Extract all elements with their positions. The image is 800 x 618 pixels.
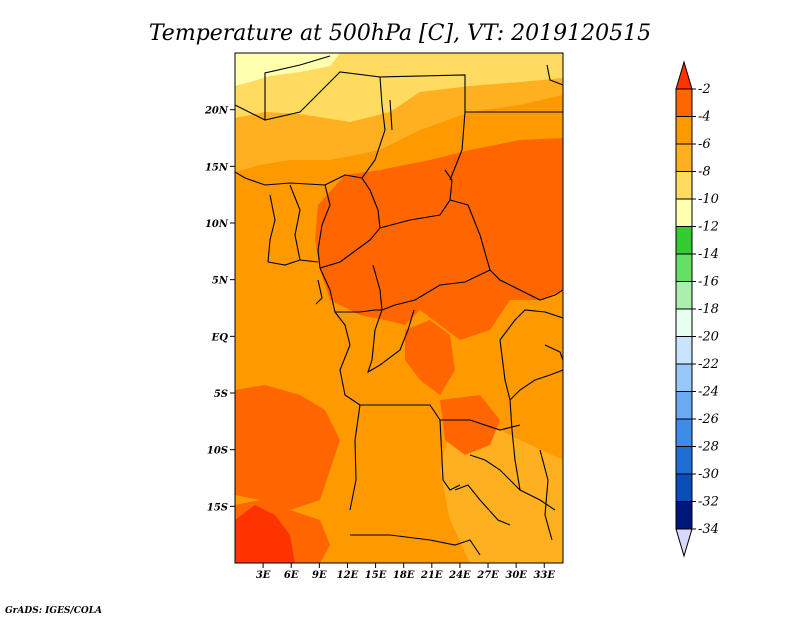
colorbar-box <box>675 143 693 172</box>
colorbar-box <box>675 391 693 420</box>
colorbar-label: -20 <box>698 330 719 345</box>
colorbar-label: -22 <box>698 357 719 372</box>
colorbar-box <box>675 501 693 530</box>
colorbar-label: -34 <box>698 522 719 537</box>
colorbar-box <box>675 336 693 365</box>
lat-label: 15S <box>207 502 228 513</box>
colorbar-box <box>675 253 693 282</box>
colorbar-label: -18 <box>698 302 719 317</box>
lat-label: 10N <box>205 219 229 230</box>
lon-label: 24E <box>448 570 471 581</box>
lat-label: 5N <box>212 276 229 287</box>
lon-label: 12E <box>337 570 359 581</box>
field-hot-southeast <box>440 395 500 455</box>
grads-credit: GrADS: IGES/COLA <box>5 606 102 616</box>
temperature-map <box>235 53 563 563</box>
colorbar-label: -4 <box>698 110 711 125</box>
colorbar-top-triangle <box>675 60 693 90</box>
lat-label: 20N <box>204 106 229 117</box>
colorbar-label: -26 <box>698 412 719 427</box>
colorbar-label: -14 <box>698 247 719 262</box>
colorbar-box <box>675 226 693 255</box>
colorbar-box <box>675 473 693 502</box>
colorbar-box <box>675 418 693 447</box>
field-hot-central <box>315 138 563 340</box>
axis-ticks <box>230 109 545 568</box>
colorbar-label: -8 <box>698 165 711 180</box>
colorbar-label: -16 <box>698 275 719 290</box>
colorbar-label: -24 <box>698 385 719 400</box>
colorbar-label: -32 <box>698 495 719 510</box>
lon-label: 21E <box>420 570 443 581</box>
lon-label: 15E <box>365 570 387 581</box>
colorbar-box <box>675 198 693 227</box>
colorbar-box <box>675 88 693 117</box>
colorbar-label: -28 <box>698 440 719 455</box>
map-frame <box>234 52 564 564</box>
colorbar: -2 -4 -6 -8 -10 -12 -14 -16 -18 -20 -22 -24 -26 -28 -3… <box>675 60 719 558</box>
lon-label: 3E <box>256 570 271 581</box>
lon-label: 30E <box>505 570 527 581</box>
colorbar-label: -10 <box>698 192 719 207</box>
country-borders <box>235 55 563 556</box>
field-hottest-sw <box>235 505 295 563</box>
lon-label: 27E <box>476 570 499 581</box>
latitude-labels: 20N 15N 10N 5N EQ 5S 10S 15S <box>204 106 229 514</box>
colorbar-box <box>675 363 693 392</box>
colorbar-box <box>675 308 693 337</box>
lat-label: EQ <box>211 332 229 343</box>
colorbar-label: -12 <box>698 220 719 235</box>
field-cool-north <box>235 53 563 122</box>
colorbar-label: -2 <box>698 82 711 97</box>
plot-title: Temperature at 500hPa [C], VT: 201912051… <box>149 21 651 46</box>
lon-label: 33E <box>533 570 555 581</box>
lat-label: 5S <box>214 389 228 400</box>
lon-label: 6E <box>284 570 299 581</box>
field-hot-southwest <box>235 385 340 510</box>
colorbar-bottom-triangle <box>675 528 693 558</box>
colorbar-label: -6 <box>698 137 711 152</box>
colorbar-box <box>675 446 693 475</box>
colorbar-box <box>675 116 693 145</box>
colorbar-label: -30 <box>698 467 719 482</box>
colorbar-box <box>675 281 693 310</box>
lat-label: 15N <box>205 162 229 173</box>
colorbar-box <box>675 171 693 200</box>
lon-label: 18E <box>393 570 415 581</box>
lat-label: 10S <box>207 446 228 457</box>
longitude-labels: 3E 6E 9E 12E 15E 18E 21E 24E 27E 30E 33E <box>256 570 556 581</box>
field-hot-congo <box>405 320 455 395</box>
lon-label: 9E <box>312 570 327 581</box>
